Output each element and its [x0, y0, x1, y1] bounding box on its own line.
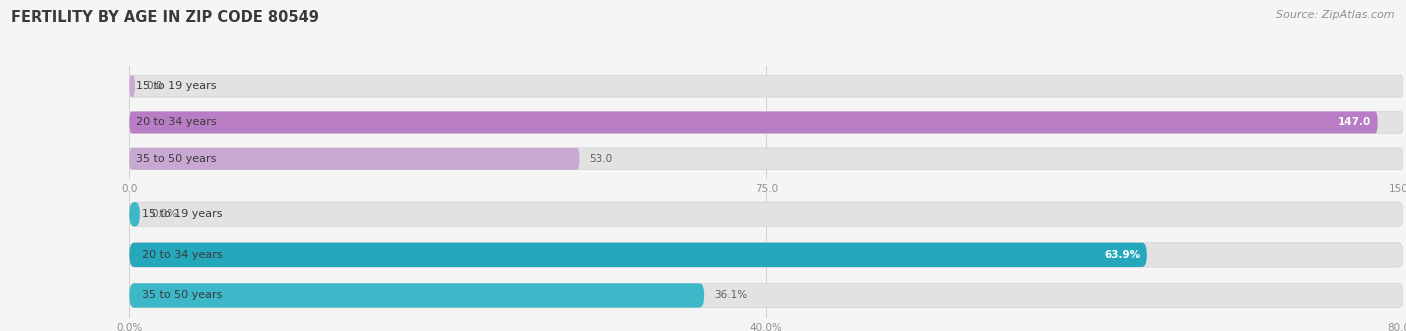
- FancyBboxPatch shape: [129, 283, 1403, 307]
- FancyBboxPatch shape: [129, 112, 1378, 133]
- FancyBboxPatch shape: [129, 283, 704, 307]
- Text: 15 to 19 years: 15 to 19 years: [136, 81, 217, 91]
- Text: 36.1%: 36.1%: [714, 290, 748, 301]
- FancyBboxPatch shape: [129, 75, 135, 97]
- Text: Source: ZipAtlas.com: Source: ZipAtlas.com: [1277, 10, 1395, 20]
- Text: 147.0: 147.0: [1339, 118, 1371, 127]
- Text: 0.0: 0.0: [146, 81, 162, 91]
- Text: 20 to 34 years: 20 to 34 years: [136, 118, 217, 127]
- Text: 35 to 50 years: 35 to 50 years: [142, 290, 222, 301]
- FancyBboxPatch shape: [129, 148, 1403, 170]
- FancyBboxPatch shape: [129, 148, 579, 170]
- FancyBboxPatch shape: [129, 243, 1403, 267]
- Text: 53.0: 53.0: [589, 154, 613, 164]
- FancyBboxPatch shape: [129, 202, 1403, 226]
- FancyBboxPatch shape: [129, 243, 1147, 267]
- Text: 35 to 50 years: 35 to 50 years: [136, 154, 217, 164]
- FancyBboxPatch shape: [129, 112, 1403, 133]
- FancyBboxPatch shape: [129, 75, 1403, 97]
- Text: FERTILITY BY AGE IN ZIP CODE 80549: FERTILITY BY AGE IN ZIP CODE 80549: [11, 10, 319, 25]
- Text: 63.9%: 63.9%: [1104, 250, 1140, 260]
- FancyBboxPatch shape: [129, 202, 139, 226]
- Text: 0.0%: 0.0%: [152, 209, 177, 219]
- Text: 20 to 34 years: 20 to 34 years: [142, 250, 222, 260]
- Text: 15 to 19 years: 15 to 19 years: [142, 209, 222, 219]
